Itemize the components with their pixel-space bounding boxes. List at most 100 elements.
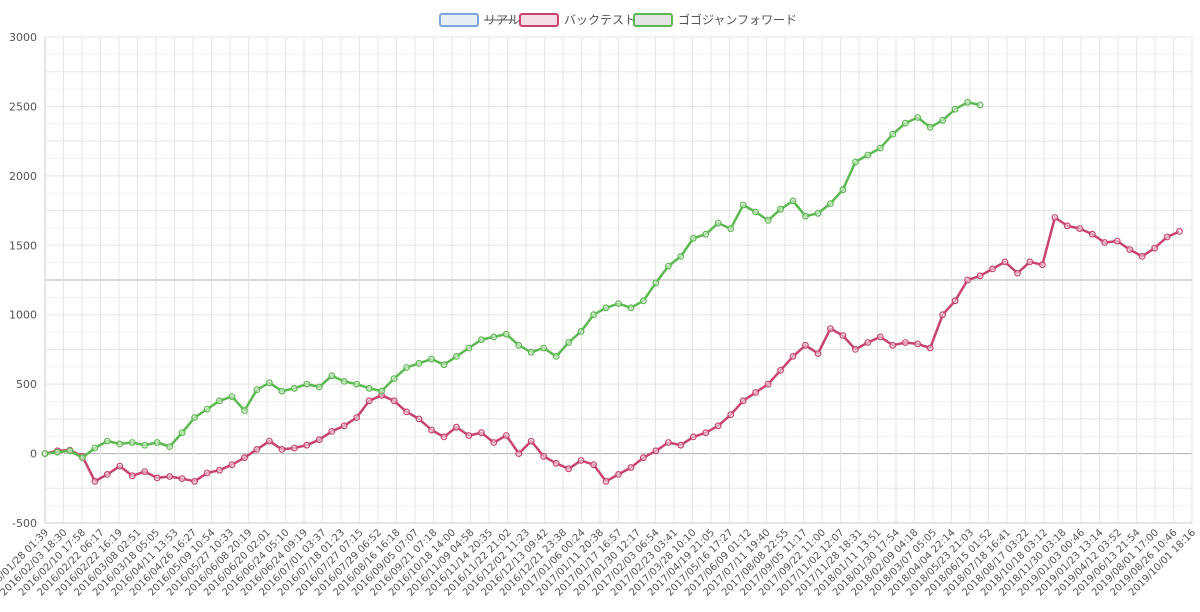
data-point: [365, 384, 373, 392]
data-point: [901, 339, 909, 346]
y-tick-label: 1000: [9, 309, 37, 322]
data-point: [540, 452, 548, 460]
data-point: [191, 477, 199, 485]
data-point: [390, 375, 398, 383]
data-point: [241, 454, 248, 462]
data-point: [116, 440, 124, 448]
data-point: [1101, 239, 1109, 246]
data-point: [228, 393, 236, 401]
data-point: [876, 333, 884, 341]
data-point: [727, 225, 735, 233]
data-point: [652, 447, 660, 455]
data-point: [1163, 233, 1171, 241]
data-point: [814, 350, 822, 358]
data-point: [565, 339, 572, 346]
data-point: [128, 439, 136, 446]
data-point: [926, 123, 934, 131]
data-point: [1026, 258, 1034, 266]
data-point: [964, 98, 971, 106]
data-point: [1001, 258, 1009, 266]
data-point: [203, 469, 211, 477]
data-point: [141, 468, 149, 476]
data-point: [66, 447, 74, 455]
data-point: [328, 428, 336, 435]
legend-item[interactable]: バックテスト: [519, 13, 636, 27]
data-point: [440, 433, 448, 441]
legend-label: ゴゴジャンフォワード: [678, 12, 797, 27]
data-point: [677, 252, 685, 260]
data-point: [689, 234, 697, 242]
data-point: [627, 304, 635, 312]
chart-legend[interactable]: リアル バックテスト ゴゴジャンフォワード: [439, 12, 797, 27]
data-point: [415, 359, 423, 367]
data-point: [1076, 225, 1084, 233]
data-point: [702, 429, 710, 437]
data-point: [502, 330, 510, 338]
data-point: [315, 436, 323, 444]
data-point: [303, 441, 311, 449]
data-point: [153, 474, 161, 482]
data-point: [253, 386, 261, 394]
data-point: [852, 158, 859, 166]
data-point: [1113, 237, 1121, 245]
data-point: [677, 441, 685, 449]
data-point: [789, 197, 797, 205]
data-point: [166, 443, 174, 451]
legend-swatch: [519, 13, 559, 27]
data-point: [789, 353, 797, 360]
data-point: [552, 353, 560, 360]
data-point: [465, 432, 473, 439]
y-tick-label: 1500: [9, 239, 37, 252]
legend-item[interactable]: ゴゴジャンフォワード: [633, 12, 797, 27]
data-point: [989, 265, 996, 273]
data-point: [478, 336, 485, 344]
data-point: [515, 341, 523, 349]
data-point: [964, 276, 971, 284]
data-point: [665, 262, 672, 270]
data-point: [153, 439, 161, 446]
data-point: [901, 119, 909, 127]
data-point: [216, 466, 223, 474]
data-point: [41, 450, 49, 458]
data-point: [627, 464, 635, 471]
data-point: [777, 366, 784, 374]
data-point: [103, 471, 111, 478]
legend-item[interactable]: リアル: [439, 13, 520, 27]
data-point: [739, 397, 747, 405]
data-point: [428, 355, 435, 363]
data-point: [689, 433, 697, 441]
data-point: [976, 101, 984, 109]
data-point: [827, 325, 834, 333]
data-point: [615, 300, 622, 308]
data-point: [864, 151, 872, 159]
plot-area: [41, 98, 1183, 485]
data-point: [839, 186, 847, 194]
data-point: [290, 444, 298, 452]
data-point: [565, 465, 572, 473]
data-point: [714, 422, 722, 430]
data-point: [914, 114, 922, 121]
data-point: [515, 450, 523, 458]
legend-swatch: [633, 13, 673, 27]
data-point: [440, 361, 448, 369]
data-point: [527, 437, 535, 445]
data-point: [615, 471, 622, 478]
data-point: [103, 437, 111, 445]
data-point: [502, 432, 510, 439]
data-point: [315, 383, 323, 391]
data-point: [714, 219, 722, 227]
data-point: [166, 473, 174, 480]
legend-label: バックテスト: [564, 13, 636, 27]
data-point: [328, 372, 336, 380]
y-tick-label: 0: [30, 448, 37, 461]
data-point: [540, 344, 548, 352]
data-point: [976, 272, 984, 280]
data-point: [802, 212, 809, 220]
data-point: [253, 446, 261, 453]
data-point: [889, 130, 897, 138]
y-tick-label: -500: [12, 517, 37, 530]
y-tick-label: 500: [16, 378, 37, 391]
series-line: [44, 101, 981, 459]
data-point: [490, 439, 498, 446]
